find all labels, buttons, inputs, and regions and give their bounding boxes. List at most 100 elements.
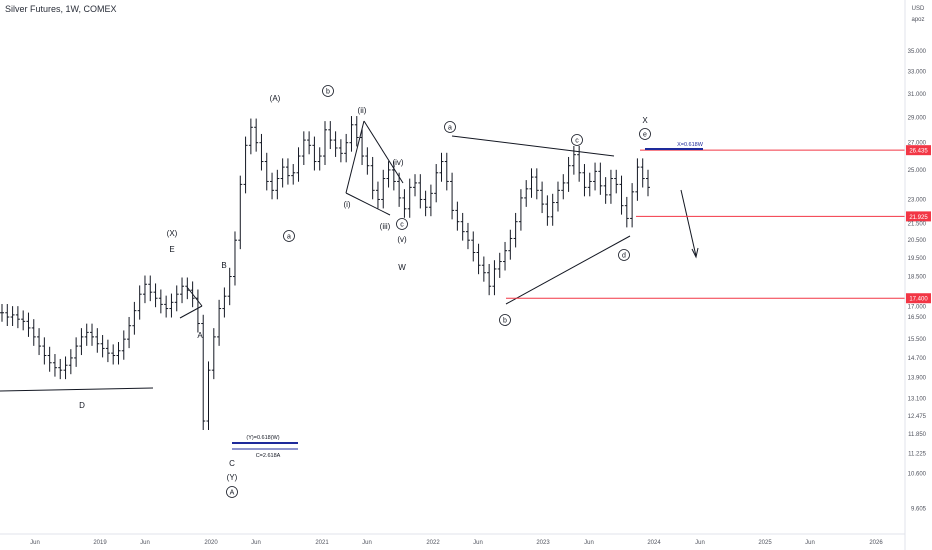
circled-wave-label: e [643,132,647,139]
y-tick-label: 9.605 [911,507,927,513]
price-badge [906,293,931,304]
wave-label: (A) [270,94,281,103]
price-badge-label: 21.925 [909,215,928,221]
wave-label: W [398,263,406,272]
currency-label: USD [911,6,925,12]
y-tick-label: 13.100 [908,397,927,403]
triangle-lower-line [505,235,631,305]
triangle-upper-line [451,135,615,157]
wave-label: (iii) [380,222,391,231]
y-tick-label: 25.000 [908,168,927,174]
x-tick-label: Jun [584,540,594,546]
x-tick-label: 2023 [536,540,550,546]
wave-label: (ii) [358,106,367,115]
y-tick-label: 12.475 [908,414,927,420]
circled-wave-marker [283,230,295,242]
target-label-c: C=2.618A [256,453,281,459]
y-tick-label: 33.000 [908,70,927,76]
x-tick-label: Jun [362,540,372,546]
y-tick-label: 14.700 [908,356,927,362]
x-tick-label: 2020 [204,540,218,546]
small-triangle-b [186,286,203,307]
y-tick-label: 29.000 [908,115,927,121]
x-tick-label: Jun [140,540,150,546]
y-tick-label: 31.000 [908,92,927,98]
y-tick-label: 18.500 [908,275,927,281]
wave-label: E [169,245,174,254]
target-label-y: (Y)=0.618(W) [246,435,279,441]
circled-wave-marker [618,249,630,261]
circled-wave-marker [571,134,583,146]
wave-label: (Y) [227,473,238,482]
wave-label: B [221,261,226,270]
circled-wave-marker [226,486,238,498]
wave-label: (i) [343,200,350,209]
y-tick-label: 27.000 [908,141,927,147]
drawing-lines [0,120,699,392]
price-badge [906,211,931,222]
x-tick-label: 2024 [647,540,661,546]
projection-arrowhead [691,247,699,259]
circled-wave-label: b [326,89,330,96]
y-tick-label: 21.500 [908,221,927,227]
price-badge [906,145,931,156]
circled-wave-marker [444,121,456,133]
target-label-x: X=0.618W [677,142,704,148]
y-tick-label: 10.600 [908,472,927,478]
wave-channel-left [345,120,365,194]
wave-label: (v) [397,235,407,244]
circled-wave-marker [322,85,334,97]
y-tick-label: 13.900 [908,376,927,382]
price-scale-unit[interactable]: USD apoz [907,4,929,26]
circled-wave-label: b [503,318,507,325]
wave-label: A [197,331,203,340]
circled-wave-label: a [287,234,291,241]
y-tick-label: 16.500 [908,315,927,321]
x-tick-label: 2021 [315,540,329,546]
circled-wave-label: c [400,222,404,229]
price-badge-label: 17.400 [909,297,928,303]
y-tick-label: 15.500 [908,337,927,343]
wave-labels: (X) E B (A) A D C (Y) W X (ii) (i) (iii) (iv) (v) b a a c c… [79,85,651,498]
y-tick-label: 19.500 [908,256,927,262]
x-tick-label: 2022 [426,540,440,546]
price-badge-label: 26.435 [909,149,928,155]
wave-label: X [642,116,648,125]
y-tick-label: 17.000 [908,304,927,310]
wave-channel-upper [363,120,404,184]
circled-wave-label: d [622,253,626,260]
horizontal-levels: 26.435 21.925 17.400 X=0.618W (Y)=0.618(W) C=… [232,142,931,459]
wave-label: (iv) [392,158,403,167]
small-triangle-a [179,305,203,319]
circled-wave-marker [396,218,408,230]
price-bars [0,116,650,430]
y-tick-label: 35.000 [908,49,927,55]
circled-wave-label: A [230,490,235,497]
y-tick-label: 20.500 [908,238,927,244]
x-tick-label: Jun [695,540,705,546]
y-tick-label: 23.000 [908,197,927,203]
circled-wave-label: c [575,138,579,145]
wave-channel-lower [345,192,391,216]
wave-label: C [229,459,235,468]
scale-mode-label: apoz [911,17,925,23]
chart-title: Silver Futures, 1W, COMEX [5,4,117,14]
x-tick-label: Jun [251,540,261,546]
y-tick-label: 11.225 [908,451,927,457]
x-tick-label: 2019 [93,540,107,546]
circled-wave-marker [639,128,651,140]
circled-wave-marker [499,314,511,326]
x-tick-label: 2025 [758,540,772,546]
circled-wave-label: a [448,125,452,132]
support-line-d [0,387,154,392]
y-tick-label: 11.850 [908,432,927,438]
wave-label: (X) [167,229,178,238]
x-tick-label: Jun [805,540,815,546]
projection-arrow [680,189,697,257]
wave-label: D [79,401,85,410]
x-tick-label: Jun [30,540,40,546]
x-tick-label: Jun [473,540,483,546]
